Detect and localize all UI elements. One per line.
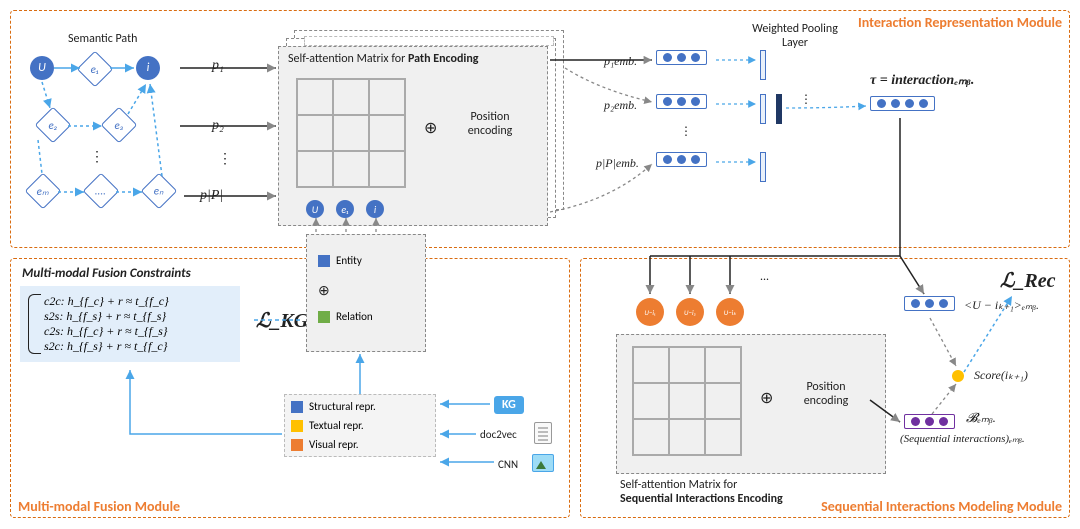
score-dot [952,370,964,382]
node-em-text: eₘ [37,184,49,197]
seq-title-prefix: Self-attention Matrix for [620,478,737,492]
sequential-module-title: Sequential Interactions Modeling Module [821,498,1062,515]
wp-bar3 [760,152,766,182]
seq-grid [632,346,742,456]
attn-title-prefix: Self-attention Matrix for [288,52,408,66]
tok-U: U [306,200,324,218]
p1emb-lab: p₁emb. [604,54,637,69]
wp-bar-dark [776,94,782,124]
Bemb-label: 𝓑ₑₘᵦ. [966,410,996,426]
constraints-heading: Multi-modal Fusion Constraints [22,266,191,281]
attn-title-emph: Path Encoding [408,52,479,66]
repr-box: Structural repr. Textual repr. Visual re… [284,394,436,457]
Lrec-label: ℒ_Rec [1000,268,1056,293]
p2emb-box [656,94,707,109]
seq-node-2-t: U−i₂ [684,308,696,317]
p1-label: p₁ [212,58,224,74]
relation-swatch [318,311,330,323]
relation-text: Relation [336,310,373,323]
semantic-path-label: Semantic Path [68,32,137,46]
node-e2-text: e₂ [49,118,58,131]
doc-icon [534,422,552,444]
repr-structural: Structural repr. [287,397,433,416]
wp-bar1 [760,50,766,80]
wp-ellipsis: ⋮ [800,92,812,107]
tok-e1-t: e₁ [341,203,348,216]
pP-label: p|P| [200,188,223,204]
image-icon [532,454,554,472]
attn-grid [296,78,406,188]
seq-title-emph: Sequential Interactions Encoding [620,492,783,506]
pPemb-box [656,152,707,167]
node-U: U [30,56,54,80]
wp-title: Weighted Pooling Layer [740,22,850,50]
seq-node-1-t: U−i₁ [644,308,655,317]
pPemb-lab: p|P|emb. [596,156,639,171]
Bexp-label: (Sequential interactions)ₑₘᵦ. [900,432,1025,445]
p2emb-lab: p₂emb. [604,98,637,113]
relation-row: Relation [318,310,373,323]
p2-label: p₂ [212,118,224,134]
uik1-label: <U − iₖ₊₁>ₑₘᵦ. [964,298,1039,313]
uik1-box [904,296,955,311]
semantic-ellipsis: ⋮ [90,148,104,165]
cnn-label: CNN [498,458,518,471]
constraint-c2c: c2c: h_{f_c} + r ≈ t_{f_c} [44,294,230,309]
node-U-text: U [38,61,46,75]
repr-visual: Visual repr. [287,435,433,454]
tok-i: i [366,200,384,218]
seq-node-k: U−iₖ [716,298,744,326]
seq-node-2: U−i₂ [676,298,704,326]
repr-textual-text: Textual repr. [309,419,364,432]
node-en-text: eₙ [154,184,164,197]
tau-box [870,96,935,111]
seq-title: Self-attention Matrix for Sequential Int… [620,478,783,506]
multimodal-module-title: Multi-modal Fusion Module [18,498,180,515]
Bemb-box [904,414,955,429]
kg-badge: KG [494,396,524,414]
node-e1-text: e₁ [91,63,99,76]
entity-swatch [318,255,330,267]
constraint-c2s: c2s: h_{f_c} + r ≈ t_{f_s} [44,324,230,339]
constraints-box: c2c: h_{f_c} + r ≈ t_{f_c} s2s: h_{f_s} … [20,286,240,362]
attn-title: Self-attention Matrix for Path Encoding [288,52,478,66]
repr-visual-text: Visual repr. [309,438,359,451]
repr-structural-text: Structural repr. [309,400,376,413]
tau-label: τ = interactionₑₘᵦ. [870,72,974,89]
interaction-module-title: Interaction Representation Module [858,14,1062,31]
seq-oplus: ⊕ [760,388,773,408]
attn-oplus: ⊕ [424,118,437,138]
seq-posenc: Position encoding [786,380,866,408]
seq-ellipsis-top: ... [760,270,769,284]
node-i: i [136,56,160,80]
pemb-ellipsis: ⋮ [680,124,692,139]
constraint-s2s: s2s: h_{f_s} + r ≈ t_{f_s} [44,309,230,324]
entity-row: Entity [318,254,362,267]
attn-posenc: Position encoding [450,110,530,138]
tok-i-t: i [374,203,376,216]
tok-e1: e₁ [336,200,354,218]
entity-text: Entity [336,254,362,267]
p1emb-box [656,50,707,65]
er-oplus: ⊕ [318,282,330,299]
Lkg-label: ℒ_KG [256,308,308,333]
node-dots-text: .... [95,184,106,197]
repr-textual: Textual repr. [287,416,433,435]
attn-top-strip [304,36,554,46]
p-ellipsis: ⋮ [218,150,232,167]
wp-bar2 [760,94,766,124]
seq-node-k-t: U−iₖ [724,308,737,317]
tok-U-t: U [312,203,318,216]
node-i-text: i [147,61,150,75]
doc2vec-label: doc2vec [480,428,517,441]
score-label: Score(iₖ₊₁) [974,368,1028,383]
constraint-s2c: s2c: h_{f_s} + r ≈ t_{f_c} [44,339,230,354]
node-e3-text: e₃ [115,119,124,132]
seq-node-1: U−i₁ [636,298,664,326]
